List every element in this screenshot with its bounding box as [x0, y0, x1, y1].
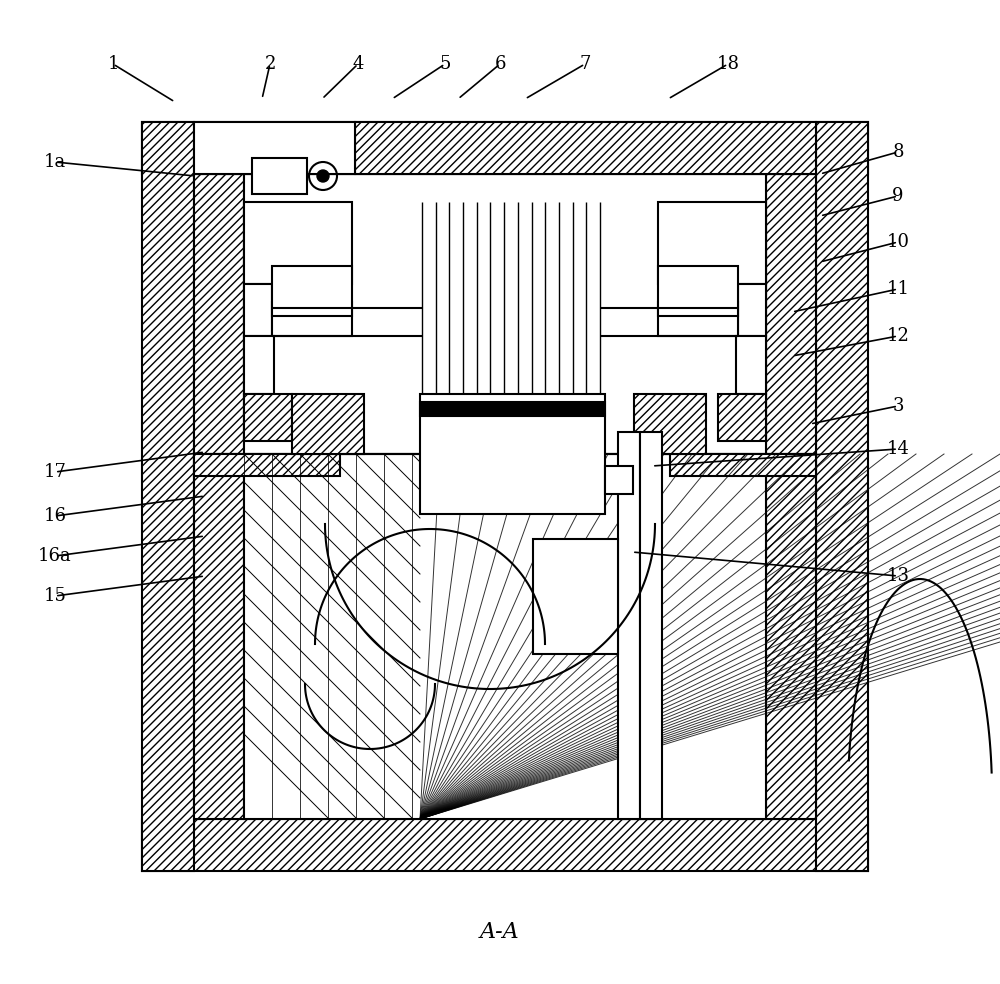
Text: A-A: A-A [480, 921, 520, 943]
Bar [420, 401, 605, 415]
Bar [194, 174, 244, 454]
Bar [738, 284, 766, 336]
Bar [142, 122, 194, 871]
Text: 12: 12 [887, 327, 909, 345]
Text: 4: 4 [352, 55, 364, 73]
Bar [658, 202, 766, 284]
Text: 14: 14 [887, 440, 909, 458]
Text: 8: 8 [892, 143, 904, 161]
Text: 3: 3 [892, 397, 904, 415]
Text: 17: 17 [44, 463, 66, 481]
Bar [658, 266, 738, 316]
Bar [194, 122, 355, 174]
Bar [766, 454, 816, 819]
Bar [142, 122, 868, 174]
Bar [244, 174, 766, 454]
Bar [605, 466, 633, 494]
Bar [640, 432, 662, 819]
Bar [142, 819, 868, 871]
Bar [658, 302, 738, 336]
Bar [634, 394, 706, 454]
Text: 9: 9 [892, 187, 904, 205]
Text: 5: 5 [439, 55, 451, 73]
Text: 18: 18 [716, 55, 740, 73]
Text: 6: 6 [494, 55, 506, 73]
Bar [252, 158, 307, 194]
Text: 16: 16 [44, 507, 66, 525]
Bar [244, 202, 352, 284]
Text: 15: 15 [44, 587, 66, 605]
Bar [618, 432, 640, 819]
Bar [194, 454, 244, 819]
Bar [244, 454, 766, 819]
Text: 1: 1 [107, 55, 119, 73]
Bar [718, 394, 766, 441]
Bar [244, 284, 272, 336]
Bar [244, 394, 292, 441]
Bar [272, 266, 352, 316]
Bar [420, 394, 605, 514]
Bar [736, 336, 766, 394]
Text: 16a: 16a [38, 547, 72, 565]
Text: 10: 10 [887, 233, 910, 251]
Bar [292, 394, 364, 454]
Text: 2: 2 [264, 55, 276, 73]
Text: 1a: 1a [44, 153, 66, 171]
Bar [670, 454, 816, 476]
Bar [244, 336, 274, 394]
Text: 13: 13 [887, 567, 910, 585]
Bar [766, 174, 816, 454]
Text: 7: 7 [579, 55, 591, 73]
Bar [194, 454, 340, 476]
Circle shape [317, 170, 329, 182]
Text: 11: 11 [887, 280, 910, 298]
Bar [533, 539, 618, 654]
Bar [272, 302, 352, 336]
Bar [355, 122, 816, 174]
Bar [816, 122, 868, 871]
